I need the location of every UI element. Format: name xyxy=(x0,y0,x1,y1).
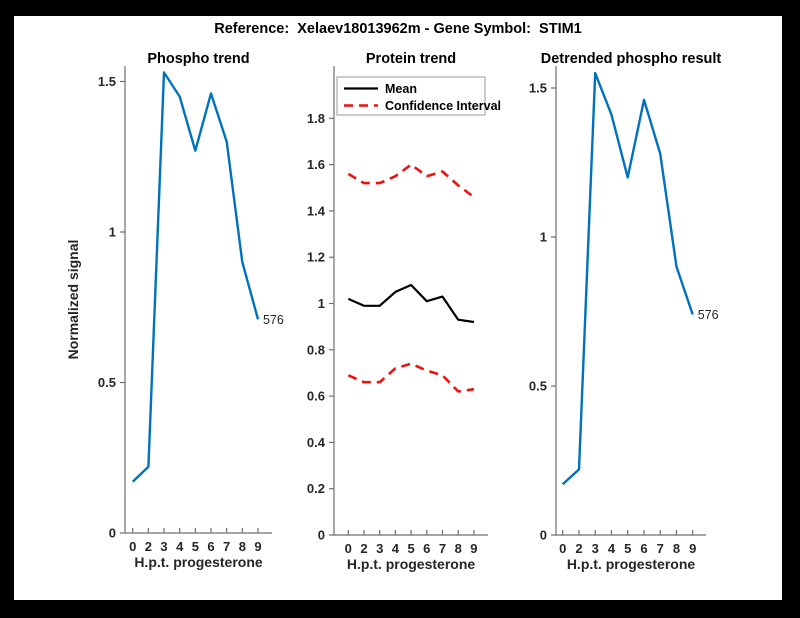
y-tick-label: 0.2 xyxy=(307,481,325,496)
x-axis-label: H.p.t. progesterone xyxy=(567,556,696,572)
axis-spines xyxy=(333,66,488,536)
x-tick-label: 5 xyxy=(624,541,631,556)
y-tick-label: 1 xyxy=(540,230,547,245)
y-tick-label: 1 xyxy=(109,225,116,240)
x-tick-label: 7 xyxy=(223,539,230,554)
y-tick-label: 0.5 xyxy=(529,379,547,394)
x-tick-label: 2 xyxy=(575,541,582,556)
x-tick-label: 6 xyxy=(640,541,647,556)
y-tick-label: 1.5 xyxy=(529,81,547,96)
x-tick-label: 5 xyxy=(407,541,414,556)
y-tick-label: 1.8 xyxy=(307,111,325,126)
x-tick-label: 4 xyxy=(608,541,616,556)
legend-label-confidence-interval: Confidence Interval xyxy=(385,99,501,113)
protein-trend-mean-line xyxy=(347,283,475,324)
endpoint-label: 576 xyxy=(698,308,719,322)
x-tick-label: 0 xyxy=(129,539,136,554)
y-axis-label: Normalized signal xyxy=(65,240,81,360)
y-tick-label: 1.2 xyxy=(307,250,325,265)
y-tick-label: 0.6 xyxy=(307,389,325,404)
x-tick-label: 7 xyxy=(439,541,446,556)
x-tick-label: 9 xyxy=(689,541,696,556)
x-tick-label: 4 xyxy=(176,539,184,554)
x-tick-label: 3 xyxy=(160,539,167,554)
x-tick-label: 6 xyxy=(207,539,214,554)
x-tick-label: 2 xyxy=(360,541,367,556)
legend-box xyxy=(336,76,486,116)
subplot-title-protein-trend: Protein trend xyxy=(366,51,456,67)
x-tick-label: 2 xyxy=(145,539,152,554)
x-tick-label: 9 xyxy=(254,539,261,554)
x-tick-label: 0 xyxy=(345,541,352,556)
y-tick-label: 1 xyxy=(318,296,325,311)
subplot-title-detrended-phospho-result: Detrended phospho result xyxy=(541,51,722,67)
y-tick-label: 0.5 xyxy=(98,375,116,390)
detrended-phospho-result-detrended-phospho-line xyxy=(561,71,694,486)
y-tick-label: 0 xyxy=(109,526,116,541)
x-tick-label: 6 xyxy=(423,541,430,556)
x-tick-label: 0 xyxy=(559,541,566,556)
figure-title: Reference: Xelaev18013962m - Gene Symbol… xyxy=(214,21,582,37)
x-tick-label: 3 xyxy=(376,541,383,556)
legend-label-mean: Mean xyxy=(385,82,417,96)
x-tick-label: 7 xyxy=(657,541,664,556)
y-tick-label: 1.6 xyxy=(307,157,325,172)
protein-trend-ci-lower-line xyxy=(347,362,475,393)
y-tick-label: 1.5 xyxy=(98,74,116,89)
y-tick-label: 0 xyxy=(540,528,547,543)
subplot-title-phospho-trend: Phospho trend xyxy=(147,51,249,67)
y-tick-label: 0.8 xyxy=(307,342,325,357)
x-axis-label: H.p.t. progesterone xyxy=(134,554,263,570)
x-tick-label: 8 xyxy=(239,539,246,554)
figure-canvas: Reference: Xelaev18013962m - Gene Symbol… xyxy=(14,16,782,600)
phospho-trend-phospho-signal-line xyxy=(131,71,260,483)
y-tick-label: 0.4 xyxy=(307,435,326,450)
x-tick-label: 9 xyxy=(470,541,477,556)
y-tick-label: 0 xyxy=(318,528,325,543)
protein-trend-ci-upper-line xyxy=(347,163,475,199)
x-tick-label: 4 xyxy=(392,541,400,556)
x-tick-label: 3 xyxy=(592,541,599,556)
x-axis-label: H.p.t. progesterone xyxy=(347,556,476,572)
x-tick-label: 8 xyxy=(673,541,680,556)
y-tick-label: 1.4 xyxy=(307,203,326,218)
x-tick-label: 8 xyxy=(455,541,462,556)
x-tick-label: 5 xyxy=(192,539,199,554)
endpoint-label: 576 xyxy=(263,313,284,327)
subplot-protein-trend: 0 2 3 4 5 6 7 8 900.20.40.60.811.21.41.61.8Prote… xyxy=(307,51,501,572)
